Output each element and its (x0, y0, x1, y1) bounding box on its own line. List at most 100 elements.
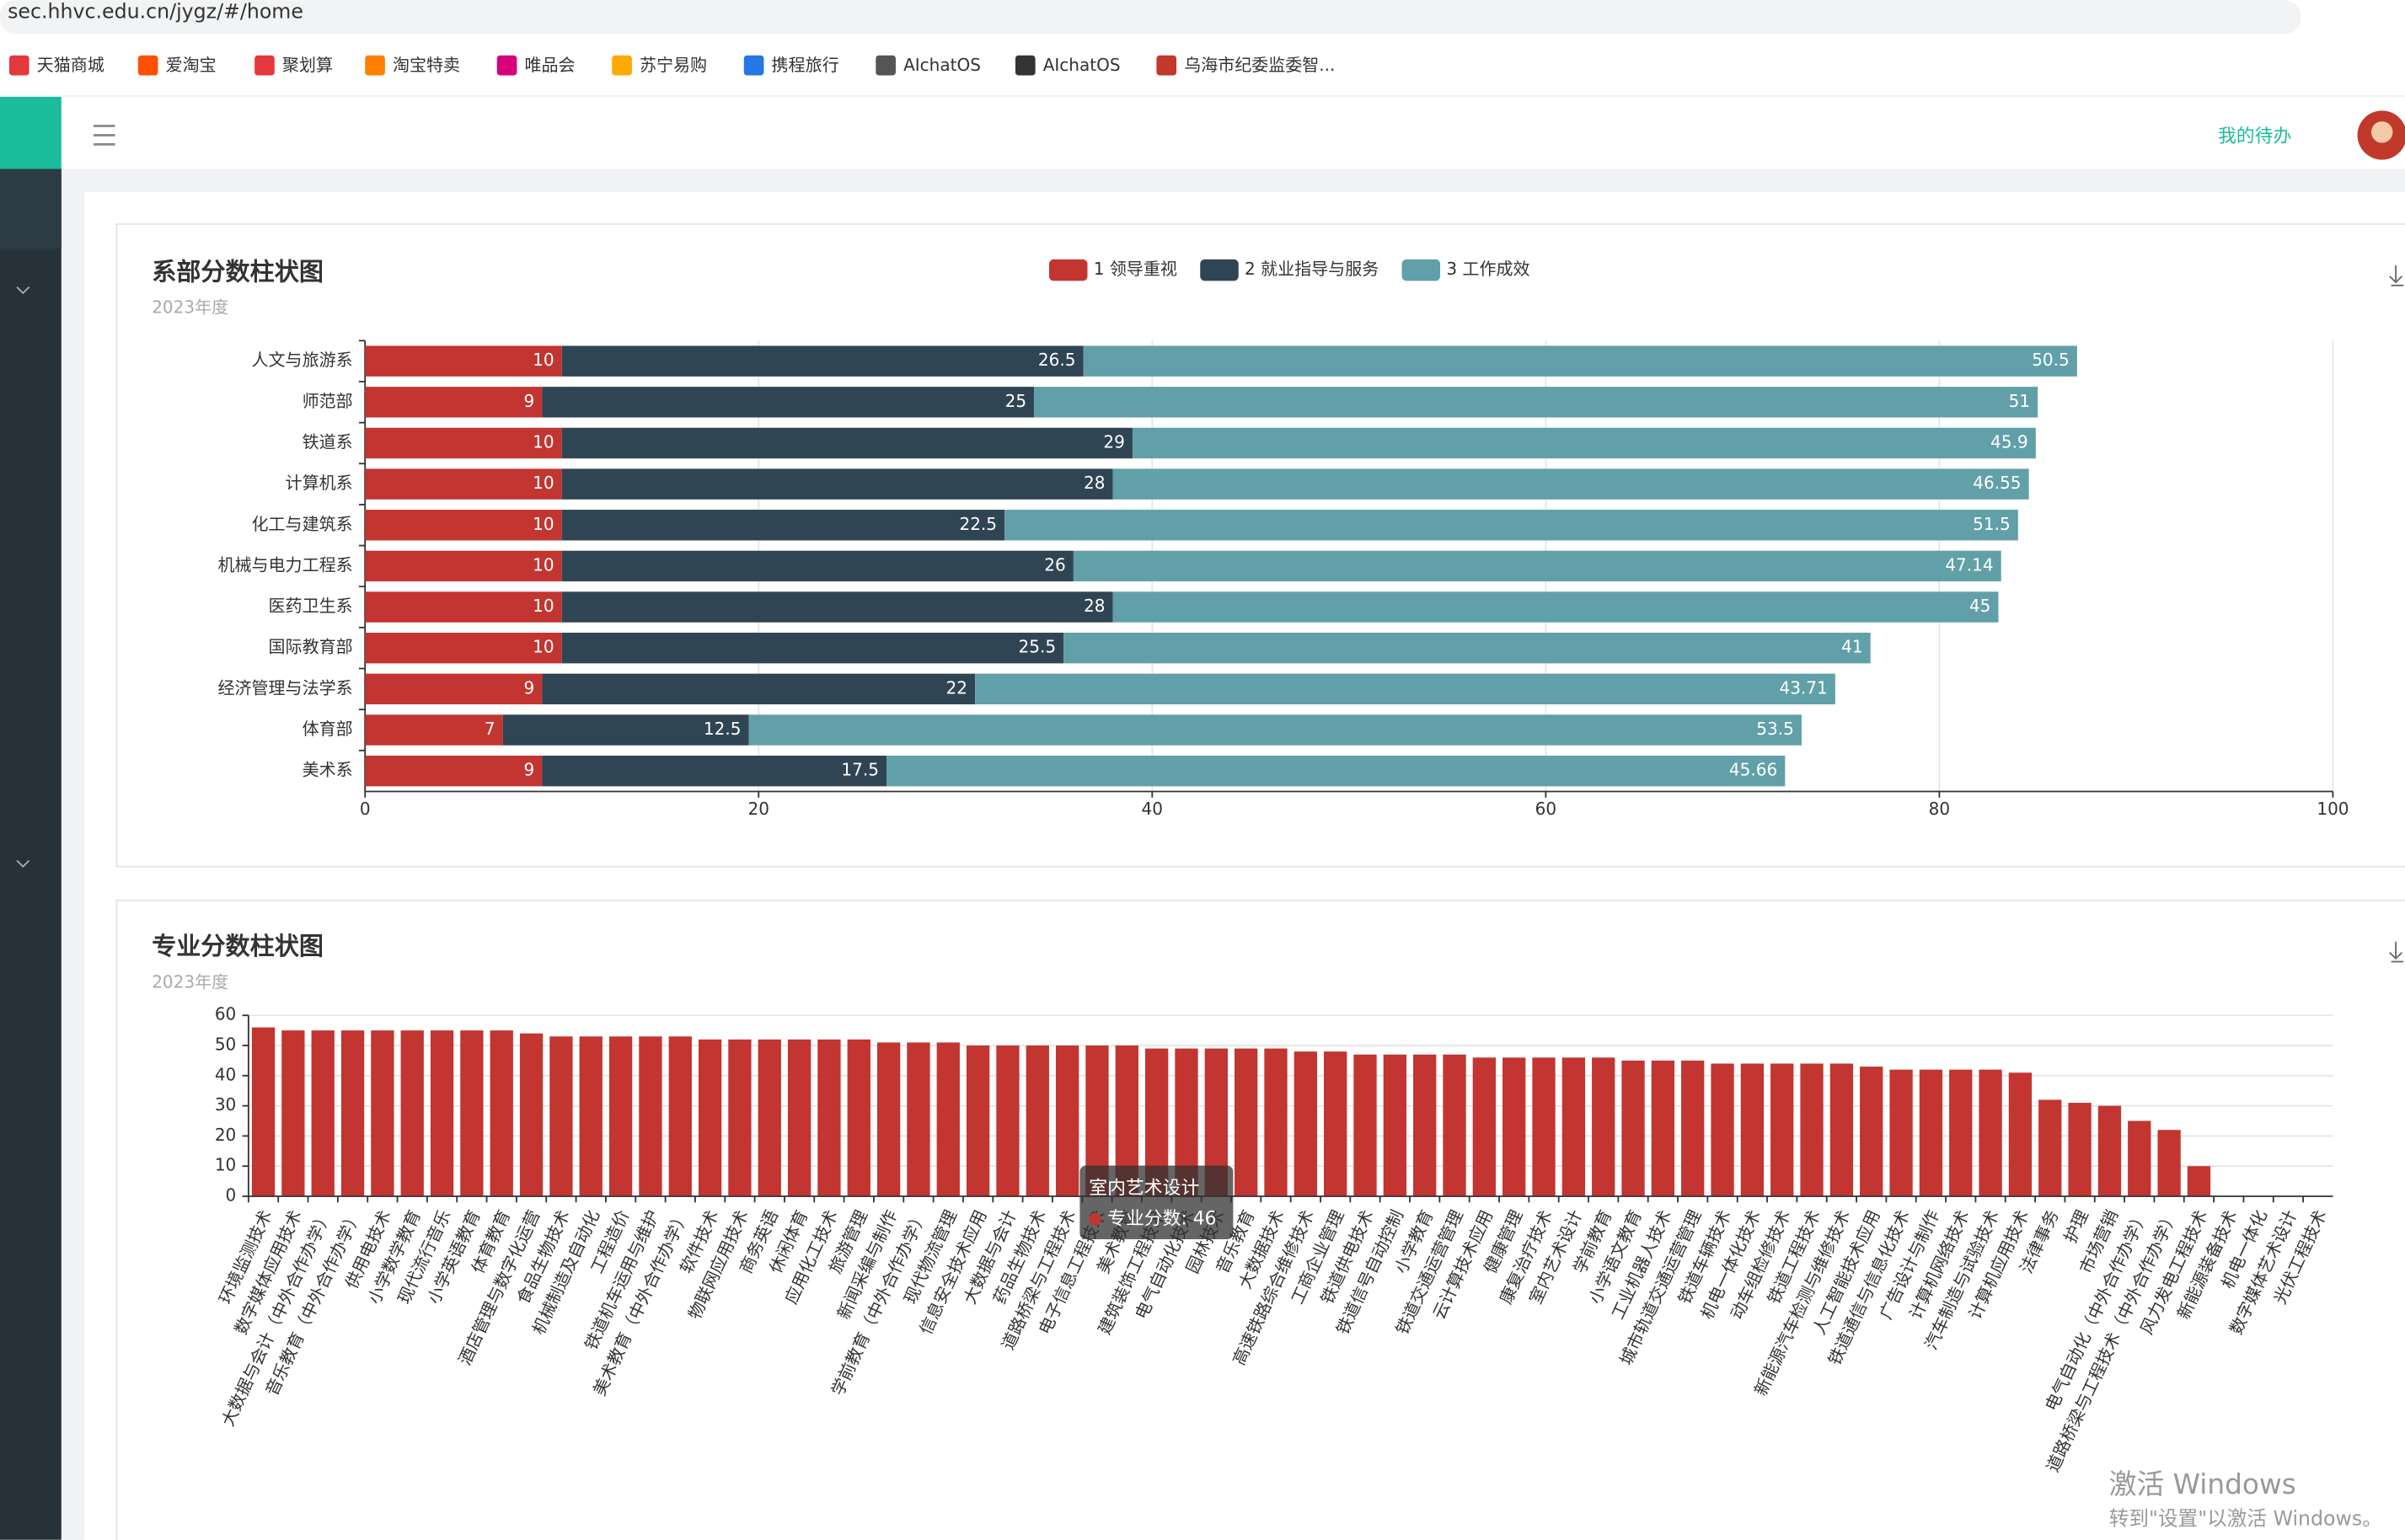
legend-label[interactable]: 1 领导重视 (1094, 259, 1177, 279)
bar[interactable] (2157, 1130, 2181, 1197)
bookmark[interactable]: AIchatOS (903, 55, 981, 75)
bar[interactable] (1860, 1067, 1883, 1197)
x-tick-label: 0 (360, 799, 371, 819)
sidebar-chevron[interactable] (16, 286, 30, 295)
sidebar-chevron[interactable] (16, 859, 30, 868)
bar[interactable] (430, 1030, 454, 1197)
legend-swatch[interactable] (1200, 259, 1239, 281)
bookmark[interactable]: AIchatOS (1043, 55, 1121, 75)
bar[interactable] (2187, 1166, 2211, 1197)
y-tick-label: 体育部 (303, 719, 353, 739)
bar[interactable] (668, 1036, 692, 1197)
download-icon[interactable] (2389, 265, 2404, 286)
bookmark[interactable]: 爱淘宝 (166, 55, 217, 75)
bookmark[interactable]: 聚划算 (282, 55, 333, 75)
bar[interactable] (1055, 1045, 1079, 1197)
bar[interactable] (1561, 1057, 1586, 1197)
y-tick-label: 化工与建筑系 (252, 514, 353, 534)
sidebar-item[interactable] (0, 168, 62, 249)
bookmark[interactable]: 苏宁易购 (640, 55, 707, 75)
bookmark[interactable]: 乌海市纪委监委智... (1184, 55, 1335, 75)
bar[interactable] (460, 1030, 484, 1197)
bar[interactable] (549, 1036, 573, 1197)
bar[interactable] (1800, 1063, 1824, 1197)
legend-label[interactable]: 2 就业指导与服务 (1245, 259, 1379, 279)
bar[interactable] (490, 1030, 513, 1197)
bar[interactable] (847, 1039, 870, 1197)
y-tick-label: 40 (215, 1064, 236, 1084)
bar[interactable] (936, 1042, 960, 1197)
bar[interactable] (1681, 1060, 1705, 1197)
bookmark[interactable]: 天猫商城 (37, 55, 104, 75)
todo-link[interactable]: 我的待办 (2218, 126, 2291, 147)
bar[interactable] (2038, 1099, 2062, 1197)
bar[interactable] (758, 1039, 781, 1197)
bookmark[interactable]: 唯品会 (524, 55, 575, 75)
bar[interactable] (728, 1039, 752, 1197)
bar[interactable] (1740, 1063, 1765, 1197)
bar[interactable] (281, 1030, 305, 1197)
x-tick-label: 60 (1535, 799, 1556, 819)
bar[interactable] (1532, 1057, 1556, 1197)
bar-segment (1073, 550, 2001, 582)
bar[interactable] (1829, 1063, 1854, 1197)
bar[interactable] (579, 1036, 603, 1197)
bar[interactable] (907, 1042, 930, 1197)
bar[interactable] (2097, 1105, 2122, 1197)
legend-swatch[interactable] (1048, 259, 1088, 281)
bookmark[interactable]: 淘宝特卖 (393, 55, 460, 75)
bar[interactable] (311, 1030, 335, 1197)
bar[interactable] (1443, 1054, 1466, 1197)
bar-segment (1132, 427, 2036, 459)
bar[interactable] (371, 1030, 394, 1197)
bar[interactable] (787, 1039, 811, 1197)
bar[interactable] (817, 1039, 841, 1197)
bar[interactable] (1711, 1063, 1734, 1197)
bar[interactable] (1235, 1048, 1258, 1197)
bar[interactable] (608, 1036, 633, 1197)
bar[interactable] (1979, 1069, 2002, 1197)
bar[interactable] (1264, 1048, 1288, 1197)
tooltip-box (1079, 1165, 1234, 1239)
bar[interactable] (1651, 1060, 1675, 1197)
bar-segment (1083, 345, 2077, 377)
legend-swatch[interactable] (1401, 259, 1441, 281)
bar[interactable] (1621, 1060, 1645, 1197)
bar[interactable] (519, 1033, 544, 1197)
bar[interactable] (1294, 1051, 1317, 1197)
bar[interactable] (340, 1030, 365, 1197)
bar[interactable] (251, 1027, 276, 1197)
bar-segment (561, 468, 1113, 500)
bar[interactable] (698, 1039, 722, 1197)
bar[interactable] (2008, 1072, 2033, 1197)
bar[interactable] (876, 1042, 901, 1197)
bar[interactable] (1889, 1069, 1913, 1197)
bar[interactable] (400, 1030, 424, 1197)
chart-card (115, 899, 2405, 1540)
bar[interactable] (639, 1036, 662, 1197)
bar[interactable] (2068, 1103, 2092, 1197)
download-icon[interactable] (2389, 941, 2404, 963)
bar[interactable] (1413, 1054, 1437, 1197)
bar[interactable] (1770, 1063, 1794, 1197)
legend-label[interactable]: 3 工作成效 (1446, 259, 1529, 279)
url[interactable]: sec.hhvc.edu.cn/jygz/#/home (8, 0, 303, 23)
bar[interactable] (1919, 1069, 1943, 1197)
data-label: 10 (533, 473, 554, 493)
data-label: 7 (485, 719, 495, 739)
bar[interactable] (1592, 1057, 1615, 1197)
bar[interactable] (996, 1045, 1020, 1197)
bookmark[interactable]: 携程旅行 (772, 55, 839, 75)
bar[interactable] (966, 1045, 990, 1197)
bar[interactable] (1949, 1069, 1973, 1197)
bar[interactable] (2128, 1120, 2151, 1197)
bar[interactable] (1324, 1051, 1347, 1197)
bar[interactable] (1502, 1057, 1526, 1197)
address-bar[interactable] (0, 0, 2301, 35)
bar[interactable] (1383, 1054, 1406, 1197)
bar[interactable] (1472, 1057, 1497, 1197)
menu-toggle[interactable] (94, 125, 115, 146)
bar[interactable] (1353, 1054, 1377, 1197)
bar[interactable] (1026, 1045, 1049, 1197)
